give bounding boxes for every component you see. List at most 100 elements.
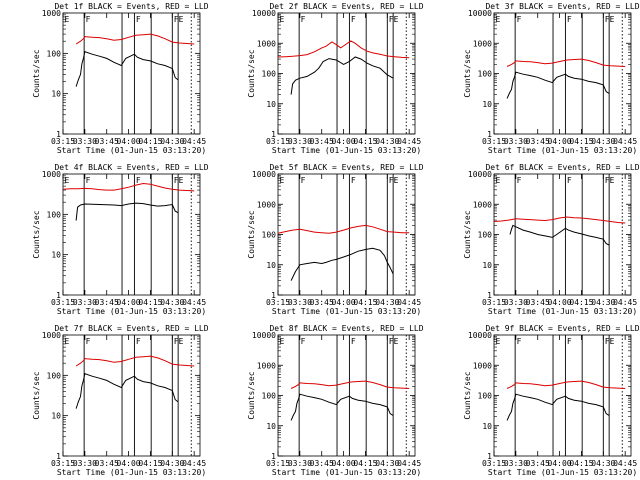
y-tick-label: 1000 [257, 39, 276, 48]
x-tick-label: 03:30 [504, 298, 528, 307]
x-tick-label: 03:15 [482, 298, 506, 307]
y-axis-label: Counts/sec [463, 210, 472, 258]
lld-series-line [493, 216, 626, 224]
y-tick-label: 1 [271, 130, 276, 139]
y-tick-label: 100 [262, 392, 277, 401]
lld-series-line [62, 182, 195, 192]
x-tick-label: 04:15 [138, 298, 162, 307]
plot-frame [277, 173, 416, 296]
x-tick-label: 04:15 [138, 459, 162, 468]
phase-annotation: F [86, 15, 91, 24]
x-tick-label: 03:45 [310, 298, 334, 307]
phase-annotation: E [279, 337, 284, 346]
panel-title: Det 1f BLACK = Events, RED = LLD [54, 2, 208, 11]
x-tick-label: 04:15 [353, 137, 377, 146]
phase-annotation: F [351, 15, 356, 24]
lld-series-line [506, 58, 626, 67]
events-series-line [75, 202, 179, 221]
x-tick-label: 04:00 [332, 137, 356, 146]
y-tick-label: 100 [47, 49, 62, 58]
x-axis-label: Start Time (01-Jun-15 03:13:20) [272, 307, 421, 316]
x-axis-label: Start Time (01-Jun-15 03:13:20) [57, 307, 206, 316]
y-axis-label: Counts/sec [463, 49, 472, 97]
phase-annotation: FE [389, 15, 399, 24]
plot-frame [493, 12, 632, 135]
x-tick-label: 04:45 [397, 298, 421, 307]
y-tick-label: 10 [51, 251, 61, 260]
events-series-line [75, 51, 179, 87]
y-tick-label: 10 [51, 412, 61, 421]
x-tick-label: 04:00 [548, 137, 572, 146]
detector-panel: Det 6f BLACK = Events, RED = LLD 1 10 100 10… [463, 163, 640, 316]
phase-annotation: FE [174, 337, 184, 346]
x-tick-label: 04:30 [591, 298, 615, 307]
y-axis-label: Counts/sec [247, 210, 256, 258]
phase-annotation: FE [389, 176, 399, 185]
x-tick-label: 04:00 [117, 137, 141, 146]
phase-annotation: FE [389, 337, 399, 346]
x-tick-label: 03:30 [288, 298, 312, 307]
y-tick-label: 1 [487, 452, 492, 461]
x-tick-label: 03:15 [51, 459, 75, 468]
y-tick-label: 100 [47, 210, 62, 219]
panel-title: Det 9f BLACK = Events, RED = LLD [485, 324, 639, 333]
x-tick-label: 04:45 [613, 137, 637, 146]
y-tick-label: 100 [478, 70, 493, 79]
phase-annotation: FE [605, 15, 615, 24]
y-tick-label: 10 [266, 100, 276, 109]
y-tick-label: 1 [56, 130, 61, 139]
y-axis-label: Counts/sec [32, 371, 41, 419]
y-tick-label: 10000 [468, 9, 492, 18]
x-axis-label: Start Time (01-Jun-15 03:13:20) [488, 307, 637, 316]
y-tick-label: 100 [262, 231, 277, 240]
x-tick-label: 04:45 [182, 459, 206, 468]
events-series-line [290, 56, 394, 95]
plot-frame [493, 334, 632, 457]
plot-frame [277, 334, 416, 457]
x-tick-label: 03:15 [482, 459, 506, 468]
x-tick-label: 03:45 [310, 137, 334, 146]
y-tick-label: 1000 [473, 39, 492, 48]
x-axis-label: Start Time (01-Jun-15 03:13:20) [57, 468, 206, 477]
phase-annotation: F [517, 176, 522, 185]
y-tick-label: 100 [478, 231, 493, 240]
phase-annotation: FE [605, 176, 615, 185]
y-axis-label: Counts/sec [247, 49, 256, 97]
x-tick-label: 03:30 [288, 459, 312, 468]
x-tick-label: 03:15 [51, 137, 75, 146]
x-tick-label: 04:00 [548, 298, 572, 307]
phase-annotation: F [136, 337, 141, 346]
y-tick-label: 1 [56, 291, 61, 300]
phase-annotation: F [301, 176, 306, 185]
x-tick-label: 04:15 [353, 298, 377, 307]
x-tick-label: 03:15 [482, 137, 506, 146]
x-tick-label: 04:00 [117, 459, 141, 468]
y-tick-label: 10000 [468, 331, 492, 340]
plot-frame [62, 334, 201, 457]
phase-annotation: E [279, 15, 284, 24]
phase-annotation: F [86, 176, 91, 185]
x-tick-label: 04:15 [569, 459, 593, 468]
phase-annotation: F [86, 337, 91, 346]
x-tick-label: 04:30 [160, 298, 184, 307]
x-axis-label: Start Time (01-Jun-15 03:13:20) [488, 468, 637, 477]
phase-annotation: F [517, 337, 522, 346]
x-tick-label: 04:30 [591, 137, 615, 146]
y-tick-label: 1 [271, 291, 276, 300]
y-tick-label: 1000 [473, 361, 492, 370]
x-tick-label: 04:00 [548, 459, 572, 468]
plot-frame [493, 173, 632, 296]
x-axis-label: Start Time (01-Jun-15 03:13:20) [488, 146, 637, 155]
y-tick-label: 100 [262, 70, 277, 79]
detector-panel: Det 1f BLACK = Events, RED = LLD 1 10 100 10… [32, 2, 209, 155]
phase-annotation: F [351, 176, 356, 185]
phase-annotation: F [301, 15, 306, 24]
plot-frame [277, 12, 416, 135]
events-series-line [506, 71, 610, 99]
y-tick-label: 1 [487, 291, 492, 300]
x-tick-label: 03:30 [73, 137, 97, 146]
y-tick-label: 10 [482, 422, 492, 431]
phase-annotation: FE [174, 176, 184, 185]
lld-series-line [277, 40, 410, 59]
phase-annotation: FE [174, 15, 184, 24]
